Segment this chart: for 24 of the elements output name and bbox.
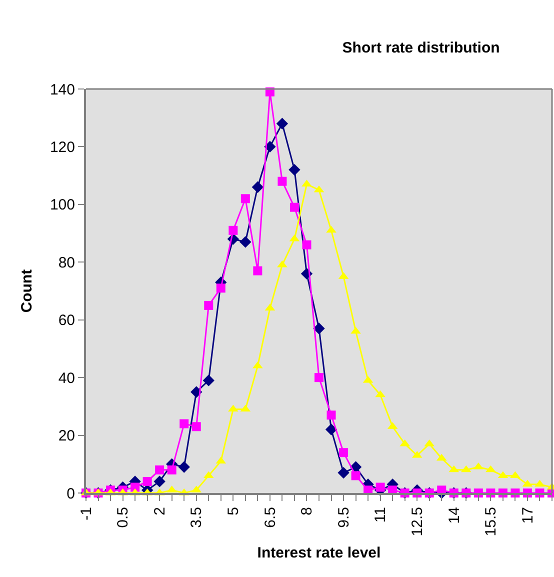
y-axis-title: Count (18, 269, 36, 313)
y-tick-label: 80 (58, 254, 75, 272)
y-tick-label: 140 (50, 81, 75, 98)
x-tick-label: 8 (298, 507, 316, 516)
x-tick-label: 14 (446, 507, 463, 524)
y-tick-label: 20 (58, 428, 75, 445)
y-tick-label: 0 (66, 485, 75, 502)
y-tick-label: 60 (58, 312, 75, 330)
x-tick-label: 9.5 (335, 507, 352, 528)
y-tick-label: 120 (50, 138, 75, 156)
x-tick-label: 2 (151, 507, 168, 516)
x-tick-label: -1 (78, 507, 95, 520)
x-tick-label: 5 (225, 507, 242, 516)
x-tick-label: 0.5 (114, 507, 132, 528)
x-tick-label: 6.5 (262, 507, 279, 528)
y-tick-label: 40 (58, 370, 75, 387)
x-tick-label: 15.5 (482, 507, 500, 536)
x-axis-title: Interest rate level (257, 544, 381, 562)
x-tick-label: 12.5 (408, 507, 426, 536)
x-tick-label: 3.5 (188, 507, 206, 528)
x-tick-label: 11 (372, 507, 390, 523)
y-tick-label: 100 (50, 196, 75, 214)
chart-title: Short rate distribution (342, 39, 500, 56)
x-tick-label: 17 (519, 507, 536, 524)
